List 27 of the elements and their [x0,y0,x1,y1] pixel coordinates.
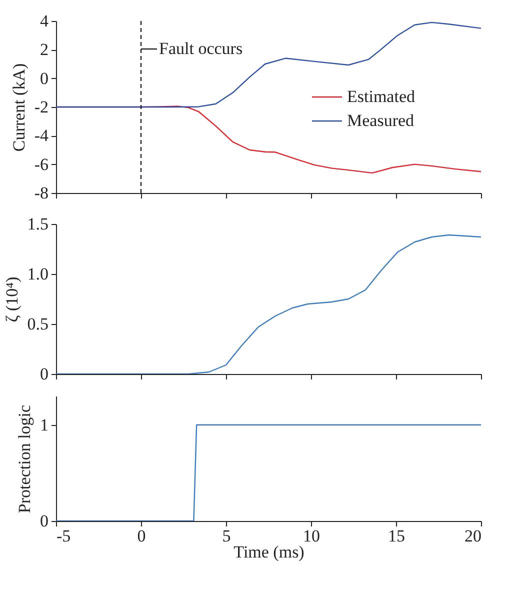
x-axis-title: Time (ms) [234,542,304,562]
y-tick-label: 0 [40,68,48,88]
y-tick-label: 1 [40,415,48,434]
y-tick-label: 1.5 [27,214,48,234]
y-axis-title: Current (kA) [9,63,28,152]
y-tick-label: -8 [34,184,48,202]
x-tick-label: -5 [56,526,71,546]
y-tick-label: -2 [34,98,48,116]
y-tick-label: 2 [40,40,48,60]
y-tick-label: 0 [40,364,48,384]
y-tick-label: 1.0 [27,264,48,284]
y-tick-label: -6 [34,154,48,174]
y-axis-title: ζ (10⁴) [2,276,22,322]
x-tick-label: 5 [222,526,231,546]
y-tick-label: -4 [34,126,49,146]
y-tick-label: 0.5 [27,314,48,334]
legend-label: Estimated [347,87,416,106]
legend-label: Measured [347,111,415,130]
y-tick-label: 4 [40,12,49,30]
y-axis-title: Protection logic [15,404,34,514]
x-tick-label: 20 [464,526,482,546]
x-tick-label: 15 [388,526,405,546]
y-tick-label: 0 [40,512,48,530]
x-tick-label: 10 [303,526,320,546]
line-series [56,22,481,108]
x-tick-label: 0 [137,526,146,546]
ref-line-label: Fault occurs [159,39,243,58]
